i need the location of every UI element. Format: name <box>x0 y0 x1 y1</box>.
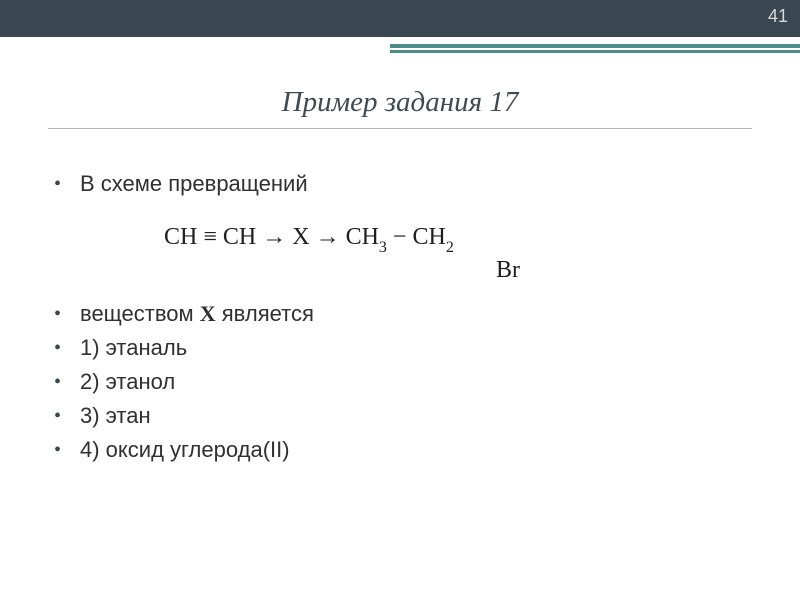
bullet-substance-text: веществом X является <box>80 300 734 328</box>
accent-double-rule <box>390 44 800 53</box>
title-underline <box>48 128 752 129</box>
bullet-icon: • <box>54 300 80 328</box>
option-1-text: 1) этаналь <box>80 334 734 362</box>
formula-br: Br <box>496 257 734 284</box>
bullet-intro-text: В схеме превращений <box>80 170 734 198</box>
option-4: • 4) оксид углерода(II) <box>54 436 734 464</box>
option-2: • 2) этанол <box>54 368 734 396</box>
content-area: • В схеме превращений CH ≡ CH → X → CH3 … <box>54 170 734 470</box>
bullet-icon: • <box>54 402 80 430</box>
page-number: 41 <box>768 6 788 27</box>
bullet-intro: • В схеме превращений <box>54 170 734 198</box>
formula-sub2: 2 <box>446 239 454 256</box>
formula-dash: − <box>387 224 413 250</box>
option-2-text: 2) этанол <box>80 368 734 396</box>
substance-prefix: веществом <box>80 301 200 326</box>
formula-sub3: 3 <box>379 239 387 256</box>
bullet-substance: • веществом X является <box>54 300 734 328</box>
bullet-icon: • <box>54 368 80 396</box>
option-1: • 1) этаналь <box>54 334 734 362</box>
formula-arrow-1: → <box>256 224 292 250</box>
formula-ch2: CH <box>412 224 445 250</box>
option-4-text: 4) оксид углерода(II) <box>80 436 734 464</box>
substance-suffix: является <box>216 301 314 326</box>
bullet-icon: • <box>54 334 80 362</box>
formula-triple-bond: ≡ <box>197 224 223 250</box>
substance-x: X <box>200 301 216 326</box>
header-bar: 41 <box>0 0 800 37</box>
formula: CH ≡ CH → X → CH3 − CH2 <box>164 224 734 255</box>
bullet-icon: • <box>54 170 80 198</box>
formula-main: CH ≡ CH → X → CH3 − CH2 <box>164 224 454 250</box>
formula-arrow-2: → <box>310 224 346 250</box>
option-3: • 3) этан <box>54 402 734 430</box>
slide-title: Пример задания 17 <box>0 86 800 119</box>
option-3-text: 3) этан <box>80 402 734 430</box>
formula-ch-left: CH <box>164 224 197 250</box>
bullet-icon: • <box>54 436 80 464</box>
formula-ch: CH <box>223 224 256 250</box>
formula-x: X <box>292 224 309 250</box>
formula-ch3: CH <box>346 224 379 250</box>
